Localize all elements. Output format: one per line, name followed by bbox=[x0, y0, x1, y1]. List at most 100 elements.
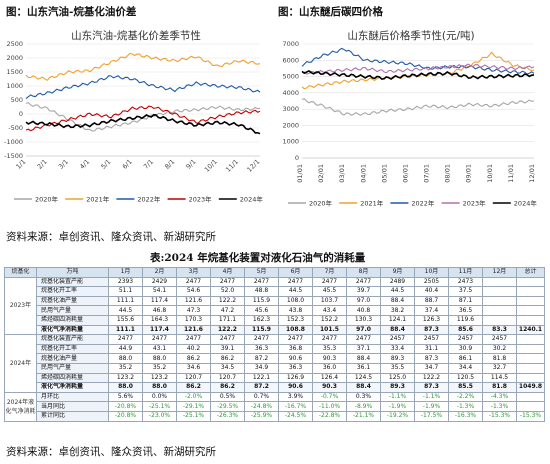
data-cell: 126.9 bbox=[278, 372, 313, 384]
data-cell: 36.1 bbox=[346, 362, 381, 374]
y-tick-label: 2500 bbox=[6, 40, 23, 48]
total-cell: 1049.8 bbox=[516, 382, 545, 393]
data-cell: 117.4 bbox=[142, 295, 177, 307]
legend-label: 2023年 bbox=[189, 195, 213, 204]
data-cell: 44.9 bbox=[108, 343, 143, 355]
y-tick-label: 1000 bbox=[282, 138, 299, 146]
c4-chart-title: 山东醚后价格季节性(元/吨) bbox=[347, 30, 475, 42]
data-cell: -17.5% bbox=[414, 410, 449, 422]
data-cell: 124.5 bbox=[346, 372, 381, 384]
x-tick-label: 2/1 bbox=[36, 158, 49, 171]
spread-chart: 山东汽油-烷基化价差季节性 2500 2000 1500 1000 500 0 -500 -1… bbox=[0, 22, 272, 210]
data-cell: 2477 bbox=[244, 334, 279, 345]
data-cell: 2477 bbox=[210, 276, 245, 288]
data-cell: 2457 bbox=[380, 334, 415, 345]
data-cell: 170.3 bbox=[176, 314, 211, 326]
header-cell: 2月 bbox=[142, 267, 177, 278]
data-cell: 52.0 bbox=[210, 286, 245, 297]
x-tick-label: 05/01 bbox=[380, 164, 388, 183]
x-tick-label: 9/1 bbox=[185, 158, 198, 171]
data-cell: 89.3 bbox=[380, 382, 415, 393]
series-line-2022年 bbox=[301, 47, 535, 75]
row-label: 烷基化油产量 bbox=[36, 295, 109, 307]
group-label: 2024年 bbox=[4, 334, 37, 393]
data-cell: 87.3 bbox=[414, 324, 449, 336]
data-cell: 88.0 bbox=[142, 353, 177, 364]
data-cell: 124.1 bbox=[380, 314, 415, 326]
data-cell: 37.1 bbox=[346, 343, 381, 355]
x-tick-label: 12/1 bbox=[245, 158, 261, 174]
data-cell: 120.5 bbox=[448, 372, 483, 384]
table-row: 当月同比 -20.8% -25.1% -29.1% -29.5% -24.8% -16.7%… bbox=[5, 401, 545, 412]
legend-label: 2021年 bbox=[86, 195, 110, 204]
total-cell bbox=[516, 401, 545, 412]
y-tick-label: 5000 bbox=[282, 73, 299, 81]
total-cell bbox=[516, 372, 545, 384]
data-cell: 88.0 bbox=[108, 353, 143, 364]
data-cell: 2393 bbox=[108, 276, 143, 288]
y-tick-label: 0 bbox=[19, 110, 23, 118]
table-row: 液化气净消耗量 111.1 117.4 121.6 122.2 115.9 108.8 101… bbox=[5, 324, 545, 336]
data-cell: 125.0 bbox=[380, 372, 415, 384]
data-cell: 122.2 bbox=[414, 372, 449, 384]
data-cell: 162.3 bbox=[244, 314, 279, 326]
x-tick-label: 02/01 bbox=[317, 164, 325, 183]
data-cell: 38.2 bbox=[380, 305, 415, 316]
header-cell: 7月 bbox=[312, 267, 347, 278]
header-cell: 6月 bbox=[278, 267, 313, 278]
data-cell: 88.0 bbox=[142, 382, 177, 393]
data-cell: 126.3 bbox=[414, 314, 449, 326]
x-tick-label: 04/01 bbox=[359, 164, 367, 183]
total-cell bbox=[516, 343, 545, 355]
c4-price-chart: 山东醚后价格季节性(元/吨) 7000 6000 5000 4000 3000 2000 1… bbox=[276, 22, 546, 210]
data-cell: 123.2 bbox=[108, 372, 143, 384]
data-cell: 101.5 bbox=[312, 324, 347, 336]
data-cell: -0.7% bbox=[312, 391, 347, 403]
data-cell: -1.1% bbox=[414, 391, 449, 403]
data-cell: 36.3 bbox=[244, 343, 279, 355]
header-cell: 9月 bbox=[380, 267, 415, 278]
data-cell: 34.5 bbox=[210, 362, 245, 374]
data-cell: -23.0% bbox=[142, 410, 177, 422]
data-cell: 36.0 bbox=[312, 362, 347, 374]
source-note-bottom: 资料来源：卓创资讯、隆众资讯、新湖研究所 bbox=[6, 446, 216, 458]
data-cell: 121.6 bbox=[176, 295, 211, 307]
table-row: 烷基化开工率 44.9 43.1 40.2 39.1 36.3 36.8 35.3 37.1 33… bbox=[5, 343, 545, 355]
y-tick-label: 2000 bbox=[282, 121, 299, 129]
data-cell: 2477 bbox=[176, 276, 211, 288]
series-line-2020年 bbox=[301, 98, 535, 117]
row-label: 民用气产量 bbox=[36, 362, 109, 374]
header-cell: 烷基化 bbox=[4, 267, 37, 278]
total-cell bbox=[516, 295, 545, 307]
data-cell: 34.6 bbox=[176, 362, 211, 374]
header-cell: 12月 bbox=[482, 267, 517, 278]
header-cell: 11月 bbox=[448, 267, 483, 278]
data-cell: 103.7 bbox=[312, 295, 347, 307]
y-tick-label: 6000 bbox=[282, 56, 299, 64]
legend-label: 2024年 bbox=[240, 195, 264, 204]
data-cell: -1.9% bbox=[380, 401, 415, 412]
legend-label: 2021年 bbox=[360, 199, 384, 208]
series-line-2022年 bbox=[25, 75, 261, 99]
data-cell: 0.3% bbox=[346, 391, 381, 403]
x-tick-label: 08/01 bbox=[444, 164, 452, 183]
data-cell: -25.9% bbox=[244, 410, 279, 422]
data-cell: 47.3 bbox=[176, 305, 211, 316]
y-tick-label: 7000 bbox=[282, 40, 299, 48]
legend-label: 2020年 bbox=[35, 195, 59, 204]
left-figure-caption: 图：山东汽油-烷基化油价差 bbox=[6, 6, 137, 18]
series-line-2024年 bbox=[25, 113, 261, 135]
table-row: 烯烃碳四消耗量 155.6 164.3 170.3 171.1 162.3 152.3 152… bbox=[5, 314, 545, 326]
total-cell bbox=[516, 276, 545, 288]
data-cell: -21.1% bbox=[346, 410, 381, 422]
row-label: 烷基化开工率 bbox=[36, 286, 109, 297]
x-tick-label: 7/1 bbox=[142, 158, 155, 171]
x-tick-label: 10/01 bbox=[486, 164, 494, 183]
total-cell: -15.3% bbox=[516, 410, 545, 422]
data-cell: 54.1 bbox=[142, 286, 177, 297]
y-tick-label: -1000 bbox=[4, 138, 23, 146]
data-cell: -1.9% bbox=[414, 401, 449, 412]
y-tick-label: 3000 bbox=[282, 105, 299, 113]
data-cell: 88.0 bbox=[108, 382, 143, 393]
data-cell: 33.4 bbox=[380, 343, 415, 355]
